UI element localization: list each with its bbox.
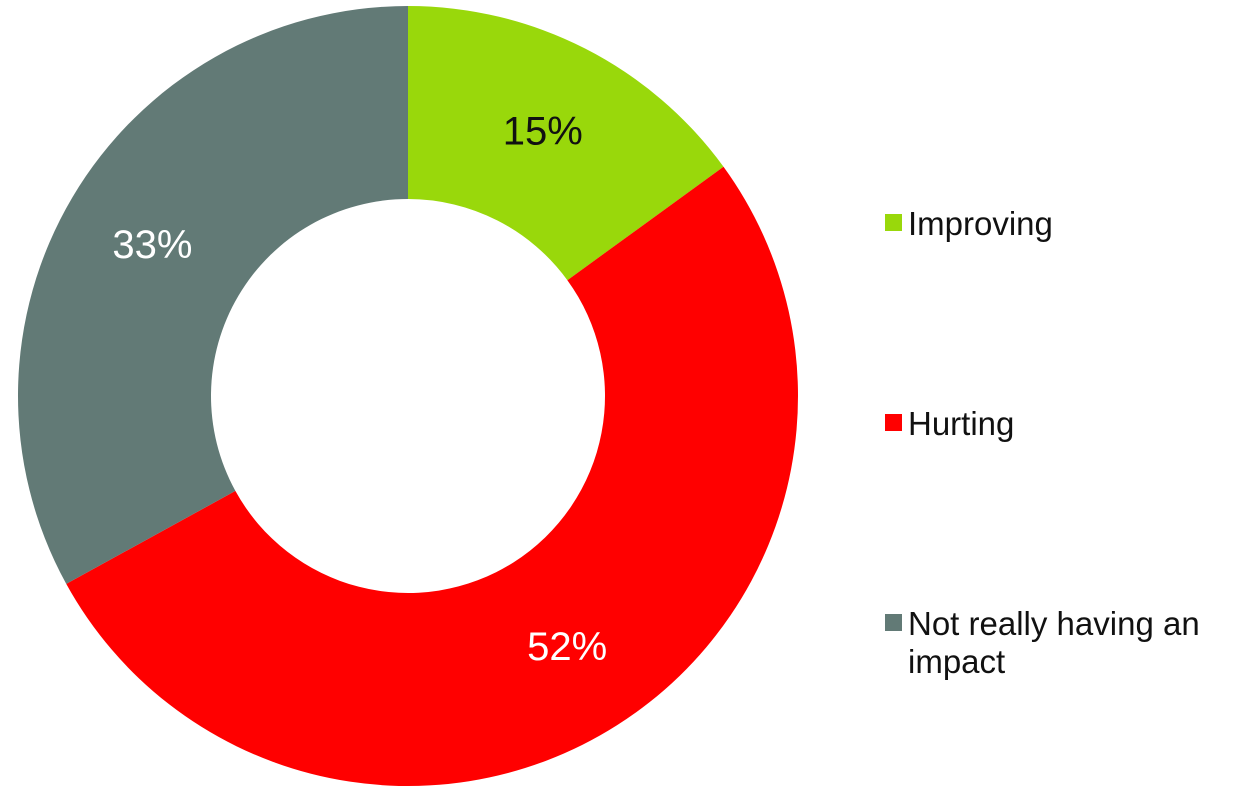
legend-swatch-hurting [885, 414, 902, 431]
legend-item-improving: Improving [885, 205, 1238, 243]
legend-label-not-really-having-an-impact: Not really having an impact [908, 605, 1200, 680]
legend: Improving Hurting Not really having an i… [885, 0, 1240, 793]
legend-item-not-really-having-an-impact: Not really having an impact [885, 605, 1238, 681]
donut-plot: 15% 52% 33% [18, 6, 798, 786]
legend-swatch-not-really-having-an-impact [885, 614, 902, 631]
data-label-improving: 15% [503, 109, 583, 153]
legend-label-improving: Improving [908, 205, 1053, 242]
legend-label-hurting: Hurting [908, 405, 1015, 442]
slice-improving [408, 6, 724, 281]
legend-item-hurting: Hurting [885, 405, 1238, 443]
slice-not-really-having-an-impact [18, 6, 409, 584]
legend-swatch-improving [885, 214, 902, 231]
data-label-hurting: 52% [527, 625, 607, 669]
data-label-not-really-having-an-impact: 33% [112, 223, 192, 267]
slice-hurting [66, 166, 798, 786]
